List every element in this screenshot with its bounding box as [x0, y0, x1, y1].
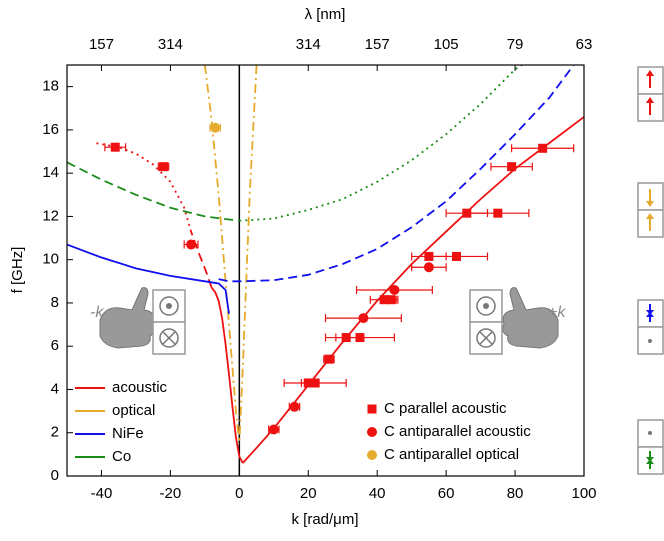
hand-left	[99, 287, 156, 349]
curve	[67, 243, 230, 314]
x2-axis-label: λ [nm]	[305, 6, 346, 23]
hand-right	[502, 287, 559, 349]
plot-frame	[66, 64, 585, 477]
legend-label: C parallel acoustic	[384, 400, 507, 417]
x2-tick-label: 63	[576, 36, 593, 53]
annotation: -k	[90, 304, 104, 321]
y-tick-label: 18	[42, 78, 59, 95]
y-axis-label: f [GHz]	[9, 247, 26, 294]
curve	[211, 287, 244, 464]
spin-symbols-right	[469, 289, 503, 355]
plot-area	[67, 65, 584, 476]
x2-tick-label: 105	[434, 36, 459, 53]
marker	[367, 404, 377, 414]
marker	[493, 208, 503, 218]
x-tick-label: 100	[571, 485, 596, 502]
curve	[203, 65, 241, 444]
marker	[538, 143, 548, 153]
magnetization-icons	[637, 66, 664, 475]
marker	[423, 262, 434, 273]
marker	[386, 295, 396, 305]
curve	[238, 65, 258, 444]
marker	[289, 401, 300, 412]
marker	[507, 162, 517, 172]
marker	[358, 313, 369, 324]
y-tick-label: 4	[51, 380, 59, 397]
x-tick-label: 40	[369, 485, 386, 502]
curve	[239, 65, 523, 222]
y-tick-label: 6	[51, 337, 59, 354]
y-tick-label: 14	[42, 164, 59, 181]
legend-label: optical	[112, 402, 155, 419]
marker	[210, 122, 221, 133]
curve	[94, 141, 192, 232]
x-tick-label: 80	[507, 485, 524, 502]
x-tick-label: 0	[235, 485, 243, 502]
legend-label: NiFe	[112, 425, 144, 442]
marker	[268, 424, 279, 435]
marker	[379, 295, 389, 305]
y-tick-label: 2	[51, 424, 59, 441]
x2-tick-label: 157	[365, 36, 390, 53]
y-tick-label: 8	[51, 294, 59, 311]
curve	[218, 65, 575, 283]
y-tick-label: 0	[51, 467, 59, 484]
x-tick-label: -20	[160, 485, 182, 502]
y-tick-label: 16	[42, 121, 59, 138]
marker	[367, 450, 377, 460]
x-axis-label: k [rad/μm]	[292, 511, 359, 528]
marker	[310, 378, 320, 388]
x2-tick-label: 79	[507, 36, 524, 53]
legend-label: C antiparallel optical	[384, 446, 519, 463]
x-tick-label: 20	[300, 485, 317, 502]
legend-label: acoustic	[112, 379, 168, 396]
marker	[110, 142, 120, 152]
x-tick-label: 60	[438, 485, 455, 502]
y-tick-label: 12	[42, 207, 59, 224]
curve	[67, 161, 240, 222]
y-tick-label: 10	[42, 251, 59, 268]
legend-label: Co	[112, 448, 131, 465]
annotation: +k	[548, 304, 566, 321]
marker	[451, 251, 461, 261]
marker	[186, 239, 197, 250]
marker	[367, 427, 377, 437]
x2-tick-label: 314	[158, 36, 183, 53]
x2-tick-label: 314	[296, 36, 321, 53]
legend-label: C antiparallel acoustic	[384, 423, 531, 440]
x-tick-label: -40	[91, 485, 113, 502]
spin-symbols-left	[152, 289, 186, 355]
x2-tick-label: 157	[89, 36, 114, 53]
marker	[389, 284, 400, 295]
marker	[355, 333, 365, 343]
marker	[159, 162, 169, 172]
marker	[324, 354, 334, 364]
